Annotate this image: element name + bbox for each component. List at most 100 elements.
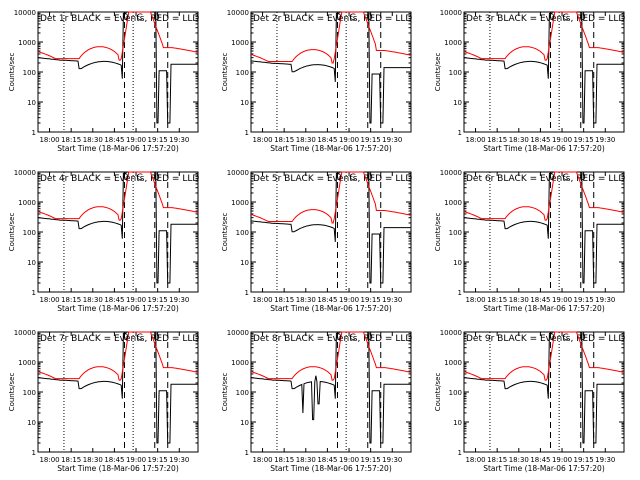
x-tick-label: 18:45 xyxy=(104,456,124,464)
y-tick-label: 100 xyxy=(23,229,36,237)
plot-frame xyxy=(463,11,625,133)
y-tick-label: 10000 xyxy=(440,329,462,337)
x-tick-label: 19:30 xyxy=(595,136,615,144)
x-tick-label: 18:30 xyxy=(296,456,316,464)
lld-series-line xyxy=(250,11,412,64)
x-tick-label: 18:45 xyxy=(530,296,550,304)
x-tick-label: 18:30 xyxy=(509,456,529,464)
x-tick-label: 19:15 xyxy=(574,296,594,304)
x-tick-label: 18:00 xyxy=(252,456,272,464)
x-tick-label: 18:00 xyxy=(252,296,272,304)
lld-series-line xyxy=(463,11,625,61)
plot-frame xyxy=(463,331,625,453)
x-tick-label: 18:00 xyxy=(252,136,272,144)
y-tick-label: 1000 xyxy=(18,359,36,367)
saa-corner-mark: 0 xyxy=(549,13,555,23)
y-tick-label: 1 xyxy=(245,129,249,137)
x-axis-label: Start Time (18-Mar-06 17:57:20) xyxy=(57,464,179,473)
x-tick-label: 18:15 xyxy=(61,136,81,144)
y-tick-label: 100 xyxy=(236,229,249,237)
x-tick-label: 19:00 xyxy=(339,296,359,304)
events-series-line xyxy=(250,331,411,444)
x-tick-label: 18:30 xyxy=(509,296,529,304)
saa-corner-mark: C xyxy=(136,13,142,23)
y-axis-label: Counts/sec xyxy=(8,213,16,252)
chart-panel: Det 3r BLACK = Events, RED = LLD 1 10 100 10… xyxy=(434,9,625,153)
lld-series-line xyxy=(37,11,199,61)
x-tick-label: 19:00 xyxy=(552,296,572,304)
saa-corner-mark: C xyxy=(349,173,355,183)
y-tick-label: 1000 xyxy=(444,39,462,47)
x-tick-label: 18:00 xyxy=(465,296,485,304)
y-tick-label: 1000 xyxy=(231,359,249,367)
saa-corner-mark: 0 xyxy=(580,333,586,343)
y-tick-label: 10000 xyxy=(440,9,462,17)
y-tick-label: 1000 xyxy=(231,39,249,47)
saa-corner-mark: 0 xyxy=(549,333,555,343)
events-series-line xyxy=(37,11,198,124)
x-tick-label: 19:30 xyxy=(169,296,189,304)
y-axis-label: Counts/sec xyxy=(8,373,16,412)
y-tick-label: 10000 xyxy=(227,329,249,337)
x-tick-label: 18:00 xyxy=(465,136,485,144)
y-tick-label: 1000 xyxy=(18,199,36,207)
plot-frame xyxy=(37,331,199,453)
x-axis-label: Start Time (18-Mar-06 17:57:20) xyxy=(483,464,605,473)
saa-corner-mark: 0 xyxy=(336,173,342,183)
plot-frame xyxy=(250,11,412,133)
y-tick-label: 10000 xyxy=(227,169,249,177)
x-tick-label: 18:15 xyxy=(274,296,294,304)
x-tick-label: 19:30 xyxy=(382,456,402,464)
x-tick-label: 19:00 xyxy=(552,456,572,464)
y-tick-label: 10000 xyxy=(440,169,462,177)
chart-title: Det 7r BLACK = Events, RED = LLD xyxy=(40,334,199,344)
y-tick-label: 1000 xyxy=(444,359,462,367)
x-tick-label: 18:15 xyxy=(487,456,507,464)
y-tick-label: 10 xyxy=(453,259,462,267)
saa-corner-mark: C xyxy=(562,173,568,183)
saa-corner-mark: C xyxy=(349,333,355,343)
y-tick-label: 1 xyxy=(32,449,36,457)
events-series-line xyxy=(463,171,624,284)
y-tick-label: 1 xyxy=(32,289,36,297)
lld-series-line xyxy=(250,171,412,224)
y-tick-label: 10000 xyxy=(14,9,36,17)
events-series-line xyxy=(250,171,411,284)
saa-corner-mark: C xyxy=(562,333,568,343)
x-tick-label: 19:30 xyxy=(595,456,615,464)
y-tick-label: 10000 xyxy=(14,169,36,177)
chart-panel: Det 4r BLACK = Events, RED = LLD 1 10 100 10… xyxy=(8,169,199,313)
y-tick-label: 100 xyxy=(449,229,462,237)
y-tick-label: 1 xyxy=(245,449,249,457)
saa-corner-mark: C xyxy=(136,333,142,343)
y-tick-label: 10 xyxy=(240,259,249,267)
y-tick-label: 10 xyxy=(453,419,462,427)
y-tick-label: 1 xyxy=(458,449,462,457)
x-tick-label: 19:15 xyxy=(574,456,594,464)
y-tick-label: 10 xyxy=(240,99,249,107)
x-axis-label: Start Time (18-Mar-06 17:57:20) xyxy=(270,464,392,473)
x-tick-label: 19:15 xyxy=(361,456,381,464)
saa-corner-mark: C xyxy=(562,13,568,23)
chart-title: Det 4r BLACK = Events, RED = LLD xyxy=(40,174,199,184)
x-tick-label: 18:00 xyxy=(465,456,485,464)
x-axis-label: Start Time (18-Mar-06 17:57:20) xyxy=(57,144,179,153)
y-tick-label: 10 xyxy=(27,99,36,107)
x-tick-label: 19:30 xyxy=(382,296,402,304)
saa-corner-mark: 0 xyxy=(123,13,129,23)
x-tick-label: 18:15 xyxy=(61,296,81,304)
saa-corner-mark: 0 xyxy=(336,13,342,23)
x-tick-label: 18:00 xyxy=(39,136,59,144)
x-axis-label: Start Time (18-Mar-06 17:57:20) xyxy=(483,304,605,313)
x-tick-label: 19:15 xyxy=(574,136,594,144)
saa-corner-mark: 0 xyxy=(154,333,160,343)
y-tick-label: 1000 xyxy=(444,199,462,207)
x-tick-label: 19:15 xyxy=(148,456,168,464)
x-tick-label: 19:00 xyxy=(552,136,572,144)
chart-panel: Det 9r BLACK = Events, RED = LLD 1 10 100 10… xyxy=(434,329,625,473)
chart-panel: Det 1r BLACK = Events, RED = LLD 1 10 100 10… xyxy=(8,9,199,153)
x-axis-label: Start Time (18-Mar-06 17:57:20) xyxy=(483,144,605,153)
events-series-line xyxy=(37,331,198,444)
y-tick-label: 10000 xyxy=(227,9,249,17)
